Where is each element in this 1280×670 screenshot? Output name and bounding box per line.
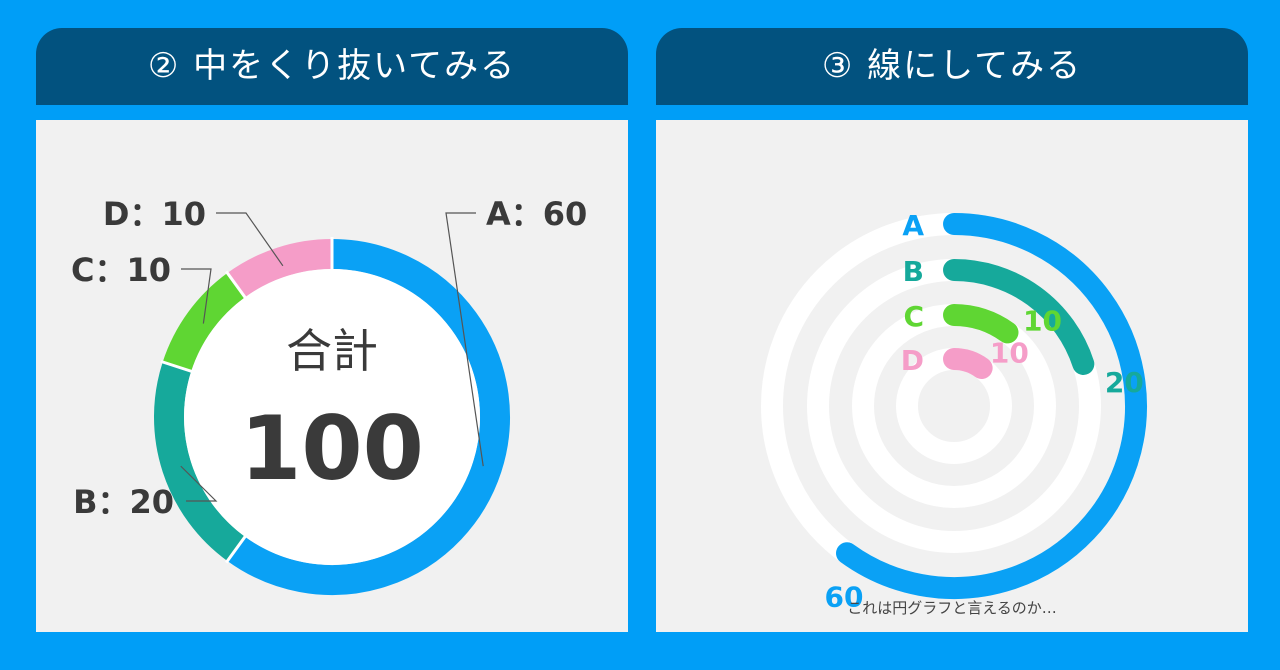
- donut-label-a: A：60: [486, 195, 587, 233]
- donut-panel: ② 中をくり抜いてみる 合計 100 A：60 B：20 C：10 D：10: [36, 28, 628, 632]
- donut-center-label: 合計: [286, 324, 378, 378]
- donut-slice-a: [227, 239, 510, 595]
- donut-leader-line: [180, 465, 218, 502]
- donut-hole: [184, 269, 480, 565]
- donut-label-c: C：10: [71, 251, 171, 289]
- ring-value-a: 60: [825, 581, 864, 614]
- ring-category-b: B: [903, 255, 924, 288]
- ring-value-b: 20: [1105, 366, 1144, 399]
- ring-arc-d: [943, 348, 993, 379]
- rings-panel-body: A B C D 60 20 10 10 これは円グラフと言えるのか…: [656, 120, 1248, 632]
- ring-arc-b: [943, 259, 1095, 375]
- donut-slice-d: [227, 239, 333, 298]
- ring-value-d: 10: [990, 337, 1029, 370]
- donut-chart: 合計 100 A：60 B：20 C：10 D：10: [71, 195, 587, 595]
- rings-caption: これは円グラフと言えるのか…: [847, 599, 1057, 617]
- ring-arc-c: [943, 304, 1019, 344]
- donut-slice-b: [154, 362, 246, 561]
- donut-center-value: 100: [240, 397, 424, 500]
- donut-slice-c: [162, 272, 246, 372]
- donut-leader-line: [181, 268, 212, 324]
- donut-label-d: D：10: [103, 195, 206, 233]
- ring-category-c: C: [903, 300, 924, 333]
- donut-panel-title: ② 中をくり抜いてみる: [36, 28, 628, 105]
- donut-label-b: B：20: [73, 483, 174, 521]
- donut-leader-line: [445, 212, 484, 467]
- ring-category-d: D: [901, 344, 924, 377]
- donut-leader-line: [216, 212, 284, 267]
- rings-panel-title: ③ 線にしてみる: [656, 28, 1248, 105]
- donut-separator: [224, 270, 248, 300]
- donut-separator: [224, 534, 248, 564]
- ring-category-a: A: [902, 209, 924, 242]
- ring-value-c: 10: [1023, 305, 1062, 338]
- donut-separator: [160, 359, 194, 374]
- ring-arc-a: [836, 213, 1147, 599]
- rings-panel: ③ 線にしてみる A B C D 60 20 10 10 これは円グラフと言えるのか…: [656, 28, 1248, 632]
- donut-panel-body: 合計 100 A：60 B：20 C：10 D：10: [36, 120, 628, 632]
